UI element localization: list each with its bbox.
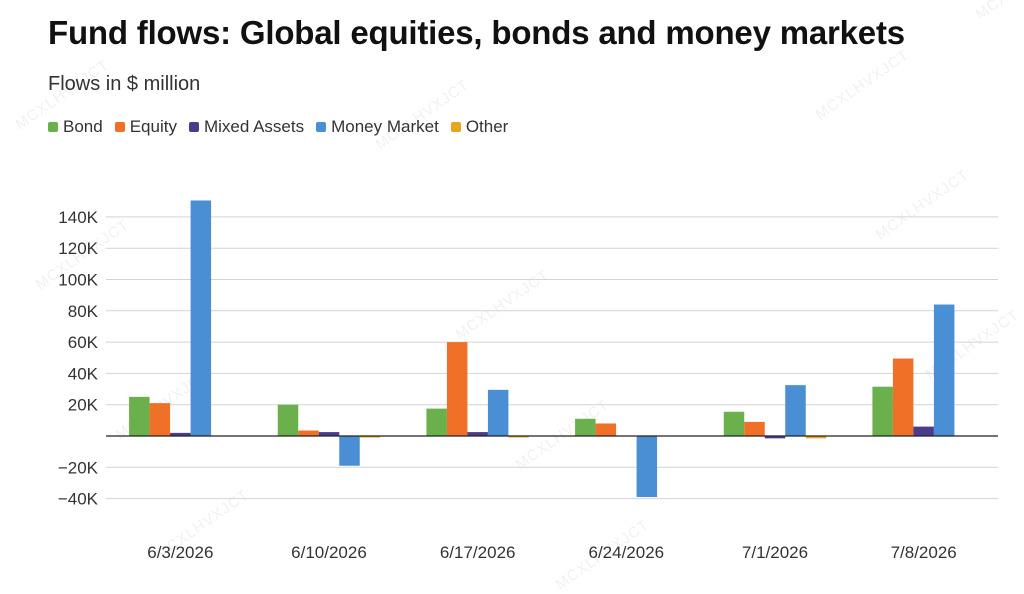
x-tick-label: 7/1/2026 (742, 543, 808, 562)
y-tick-label: 80K (68, 302, 99, 321)
bar-equity-7-1-2026 (744, 421, 765, 436)
bars (129, 200, 955, 498)
legend-swatch-bond (48, 122, 58, 132)
legend-label-bond: Bond (63, 117, 103, 136)
bar-mixed-assets-6-10-2026 (318, 432, 340, 436)
x-tick-label: 6/24/2026 (589, 543, 665, 562)
legend-swatch-equity (114, 122, 125, 132)
bar-bond-6-10-2026 (277, 404, 299, 436)
y-tick-label: 60K (68, 333, 99, 352)
bar-other-6-17-2026 (508, 436, 529, 438)
y-tick-label: −40K (58, 490, 99, 509)
bar-bond-7-8-2026 (872, 386, 893, 436)
legend-item-other: Other (450, 117, 509, 137)
legend-label-mixed-assets: Mixed Assets (203, 117, 305, 136)
watermark-text: MCXLHVXJCT (813, 46, 913, 123)
bar-bond-6-24-2026 (575, 418, 596, 436)
x-tick-label: 6/3/2026 (147, 543, 213, 562)
legend-label-other: Other (465, 117, 509, 136)
watermark-text: MCXLHVXJCT (873, 166, 973, 243)
y-tick-label: 20K (68, 396, 99, 415)
bar-money-market-7-8-2026 (933, 304, 955, 436)
bar-equity-6-17-2026 (446, 342, 468, 436)
bar-other-7-1-2026 (805, 436, 827, 439)
watermark-text: MCXLHVXJCT (13, 56, 113, 133)
bar-money-market-6-24-2026 (636, 436, 658, 498)
x-tick-label: 6/10/2026 (291, 543, 367, 562)
legend-item-equity: Equity (114, 117, 177, 137)
legend-label-equity: Equity (129, 117, 177, 136)
watermark-layer: MCXLHVXJCT MCXLHVXJCT MCXLHVXJCT MCXLHVXJCT… (13, 0, 1024, 593)
bar-equity-7-8-2026 (892, 358, 914, 436)
bar-mixed-assets-7-1-2026 (764, 436, 786, 439)
bar-money-market-6-10-2026 (339, 436, 360, 466)
bar-mixed-assets-7-8-2026 (913, 426, 934, 436)
watermark-text: MCXLHVXJCT (453, 266, 553, 343)
bar-bond-6-17-2026 (426, 408, 447, 436)
legend-swatch-money-market (316, 122, 327, 132)
y-tick-label: 120K (58, 239, 98, 258)
y-tick-label: 100K (58, 271, 98, 290)
legend-label-money-market: Money Market (331, 117, 439, 136)
bar-money-market-6-17-2026 (487, 389, 509, 436)
y-tick-label: 140K (58, 208, 98, 227)
bar-mixed-assets-6-17-2026 (467, 432, 488, 436)
bar-equity-6-3-2026 (149, 403, 171, 436)
bar-bond-6-3-2026 (129, 396, 150, 436)
x-tick-label: 7/8/2026 (891, 543, 957, 562)
chart-subtitle: Flows in $ million (48, 73, 201, 95)
y-tick-label: 40K (68, 364, 99, 383)
bar-equity-6-24-2026 (595, 423, 617, 436)
bar-money-market-7-1-2026 (785, 385, 806, 436)
x-tick-label: 6/17/2026 (440, 543, 516, 562)
bar-money-market-6-3-2026 (190, 200, 212, 436)
bar-bond-7-1-2026 (723, 411, 745, 436)
y-tick-label: −20K (58, 458, 99, 477)
chart-legend: Bond Equity Mixed Assets Money Market Other (48, 117, 520, 137)
bar-equity-6-10-2026 (298, 430, 319, 436)
legend-swatch-mixed-assets (188, 122, 199, 132)
legend-item-mixed-assets: Mixed Assets (188, 117, 305, 137)
legend-item-bond: Bond (48, 117, 103, 137)
y-grid: −40K −20K 20K 40K 60K 80K 100K 120K 140K (58, 208, 998, 509)
watermark-text: MCXLHVXJCT (973, 0, 1024, 23)
chart-title: Fund flows: Global equities, bonds and m… (48, 14, 905, 51)
legend-item-money-market: Money Market (316, 117, 439, 137)
legend-swatch-other (450, 122, 461, 132)
bar-other-6-10-2026 (359, 436, 381, 438)
bar-mixed-assets-6-3-2026 (170, 432, 191, 436)
watermark-text: MCXLHVXJCT (373, 76, 473, 153)
